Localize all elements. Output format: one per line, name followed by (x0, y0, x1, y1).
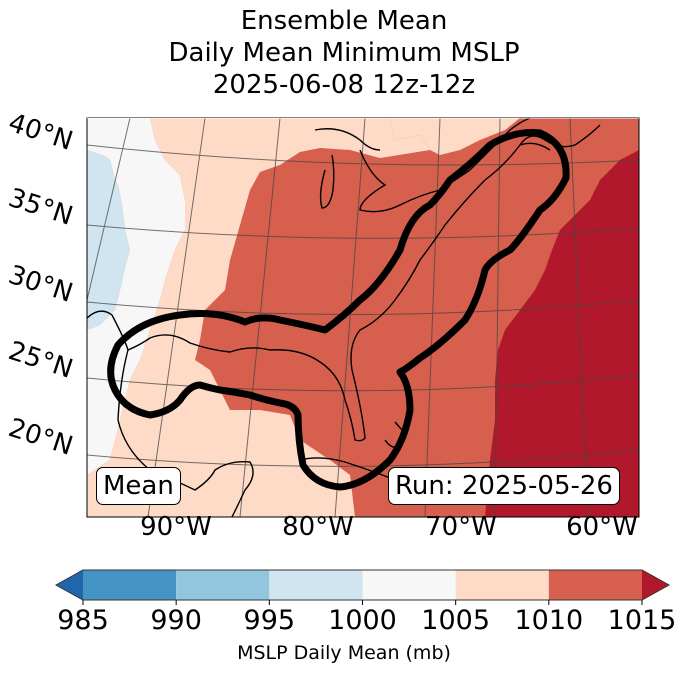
parallel-15n (87, 449, 639, 467)
lon-label-90w: 90°W (140, 512, 212, 542)
meridian-95w (87, 118, 131, 301)
meridian-75w (424, 118, 441, 517)
lake-michigan (319, 154, 335, 209)
parallel-20n (87, 374, 639, 392)
mean-label-box: Mean (96, 467, 181, 505)
coast-cuba (299, 457, 396, 481)
lake-superior (314, 128, 381, 151)
field-1005-1010-west (87, 118, 430, 517)
colorbar-tick-label-985: 985 (57, 605, 109, 636)
title-line-1: Ensemble Mean (240, 6, 448, 36)
coast-mexico (117, 349, 254, 517)
colorbar-segment-1005-1010 (455, 570, 549, 600)
title-line-2: Daily Mean Minimum MSLP (168, 38, 520, 68)
meridian-65w (569, 118, 589, 517)
coast-gulf (87, 142, 551, 442)
colorbar-tick-label-995: 995 (243, 605, 296, 636)
lon-label-80w: 80°W (282, 512, 354, 542)
title-line-3: 2025-06-08 12z-12z (212, 70, 476, 100)
parallel-30n (87, 224, 639, 239)
colorbar-tick-label-1005: 1005 (421, 605, 491, 636)
saint-lawrence (469, 118, 531, 171)
colorbar-extend-over (642, 570, 669, 600)
colorbar-segment-1000-1005 (362, 570, 456, 600)
colorbar-segment-1010-1015 (548, 570, 642, 600)
meridian-80w (334, 118, 366, 517)
colorbar-tick-label-1015: 1015 (607, 605, 677, 636)
lon-label-70w: 70°W (425, 512, 497, 542)
run-date-box: Run: 2025-05-26 (388, 467, 620, 505)
field-1005-1010-north (390, 118, 520, 155)
colorbar-segment-995-1000 (269, 570, 363, 600)
parallel-25n (87, 299, 639, 315)
colorbar-segment-985-990 (83, 570, 177, 600)
contour-outline (107, 129, 570, 491)
colorbar-tick-label-1000: 1000 (328, 605, 397, 636)
colorbar-segment-990-995 (176, 570, 270, 600)
colorbar-title: MSLP Daily Mean (mb) (237, 642, 451, 664)
meridian-70w (494, 118, 501, 517)
colorbar-tick-label-1010: 1010 (514, 605, 584, 636)
pressure-field (87, 118, 639, 517)
colorbar-extend-under (56, 570, 83, 600)
lon-label-60w: 60°W (566, 512, 638, 542)
field-over-1015 (485, 150, 639, 517)
colorbar-tick-label-990: 990 (150, 605, 202, 636)
coastlines (87, 118, 601, 517)
field-995-1000 (87, 118, 130, 330)
